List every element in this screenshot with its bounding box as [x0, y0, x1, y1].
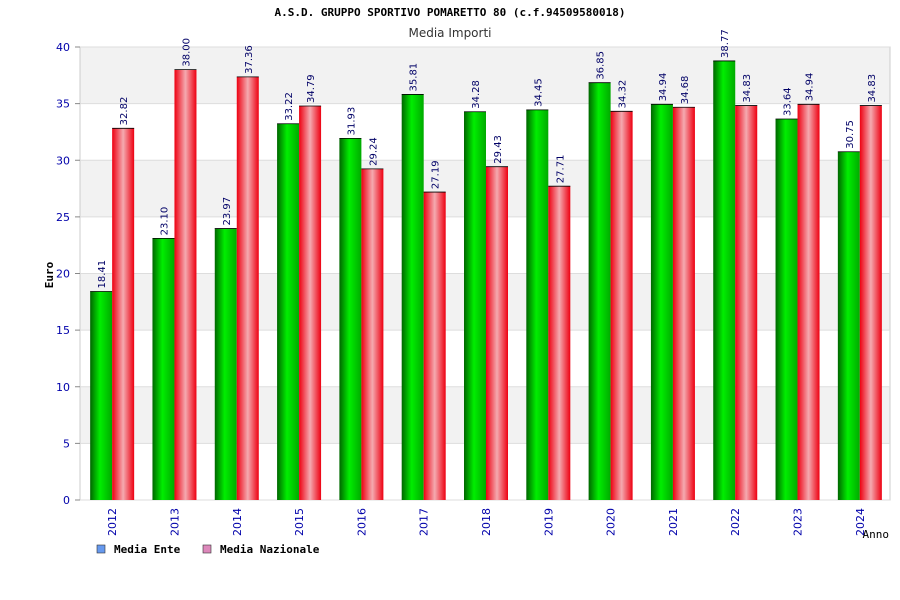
value-label-media-nazionale: 37.36	[244, 45, 255, 74]
value-label-media-ente: 34.28	[471, 80, 482, 109]
value-label-media-ente: 30.75	[845, 120, 856, 149]
plot-band	[80, 47, 890, 104]
bar-media-ente	[464, 111, 486, 501]
value-labels: 18.41 32.82 23.10 38.00 23.97 37.36 33.22 34.79…	[97, 29, 878, 288]
x-tick-label: 2014	[231, 508, 244, 536]
value-label-media-ente: 35.81	[409, 63, 420, 92]
chart-subtitle: Media Importi	[408, 26, 491, 40]
bar-media-nazionale	[548, 186, 571, 500]
x-tick-label: 2012	[106, 508, 119, 536]
x-tick-label: 2018	[480, 508, 493, 536]
bar-media-nazionale	[361, 168, 384, 500]
bar-media-ente	[650, 104, 673, 500]
bar-media-nazionale	[735, 105, 758, 501]
bar-media-nazionale	[236, 76, 259, 500]
legend: Media Ente Media Nazionale	[96, 543, 320, 556]
y-axis-title: Euro	[43, 261, 56, 288]
value-label-media-ente: 33.22	[284, 92, 295, 121]
legend-swatch-media-nazionale	[202, 544, 212, 554]
y-axis-ticks: 0 5 10 15 20 25 30 35 40	[56, 41, 80, 507]
bar-media-nazionale	[174, 69, 197, 501]
x-axis-ticks: 2012 2013 2014 2015 2016 2017 2018 2019 2020 2021…	[106, 508, 867, 536]
bars	[90, 60, 882, 501]
bar-media-ente	[588, 82, 611, 500]
y-tick-label: 5	[63, 437, 70, 450]
value-label-media-nazionale: 34.68	[680, 76, 691, 105]
value-label-media-ente: 18.41	[97, 260, 108, 289]
x-tick-label: 2024	[854, 508, 867, 536]
x-tick-label: 2022	[729, 508, 742, 536]
bar-media-nazionale	[112, 128, 135, 500]
legend-label-media-nazionale: Media Nazionale	[220, 543, 320, 556]
x-tick-label: 2017	[418, 508, 431, 536]
bar-media-ente	[837, 151, 860, 500]
value-label-media-ente: 34.45	[533, 78, 544, 107]
bar-media-ente	[277, 123, 300, 500]
bar-media-nazionale	[610, 111, 633, 501]
bar-media-nazionale	[672, 107, 695, 501]
y-tick-label: 10	[56, 381, 70, 394]
value-label-media-nazionale: 29.43	[493, 135, 504, 164]
value-label-media-ente: 31.93	[346, 107, 357, 136]
bar-media-nazionale	[797, 104, 820, 500]
legend-swatch-media-ente	[96, 544, 106, 554]
bar-media-nazionale	[486, 166, 508, 500]
value-label-media-ente: 38.77	[720, 29, 731, 58]
value-label-media-ente: 23.10	[159, 207, 170, 236]
x-axis-title: Anno	[863, 528, 890, 541]
bar-media-ente	[713, 60, 736, 500]
value-label-media-nazionale: 32.82	[119, 97, 130, 126]
y-tick-label: 35	[56, 98, 70, 111]
y-tick-label: 30	[56, 154, 70, 167]
value-label-media-ente: 23.97	[222, 197, 233, 226]
bar-media-ente	[339, 138, 362, 500]
x-tick-label: 2023	[792, 508, 805, 536]
value-label-media-nazionale: 34.79	[306, 74, 317, 103]
y-tick-label: 0	[63, 494, 70, 507]
value-label-media-nazionale: 34.83	[742, 74, 753, 103]
bar-media-ente	[401, 94, 424, 500]
value-label-media-nazionale: 27.19	[431, 160, 442, 189]
x-tick-label: 2020	[605, 508, 618, 536]
x-tick-label: 2021	[667, 508, 680, 536]
x-tick-label: 2019	[542, 508, 555, 536]
bar-media-ente	[526, 109, 549, 500]
bar-media-ente	[214, 228, 237, 501]
legend-label-media-ente: Media Ente	[114, 543, 181, 556]
x-tick-label: 2015	[293, 508, 306, 536]
value-label-media-nazionale: 34.83	[867, 74, 878, 103]
y-tick-label: 25	[56, 211, 70, 224]
bar-media-nazionale	[423, 192, 446, 501]
value-label-media-ente: 33.64	[783, 87, 794, 116]
value-label-media-nazionale: 38.00	[181, 38, 192, 67]
y-tick-label: 15	[56, 324, 70, 337]
chart-title: A.S.D. GRUPPO SPORTIVO POMARETTO 80 (c.f…	[275, 6, 626, 19]
bar-media-nazionale	[299, 106, 322, 501]
bar-media-ente	[775, 119, 798, 500]
y-tick-label: 40	[56, 41, 70, 54]
value-label-media-nazionale: 34.32	[618, 80, 629, 109]
value-label-media-nazionale: 29.24	[368, 137, 379, 166]
y-tick-label: 20	[56, 268, 70, 281]
value-label-media-nazionale: 34.94	[805, 73, 816, 102]
value-label-media-ente: 34.94	[658, 73, 669, 102]
x-tick-label: 2016	[355, 508, 368, 536]
value-label-media-ente: 36.85	[596, 51, 607, 80]
x-tick-label: 2013	[168, 508, 181, 536]
bar-media-nazionale	[859, 105, 882, 501]
value-label-media-nazionale: 27.71	[555, 155, 566, 184]
bar-media-ente	[90, 291, 113, 500]
bar-media-ente	[152, 238, 175, 500]
